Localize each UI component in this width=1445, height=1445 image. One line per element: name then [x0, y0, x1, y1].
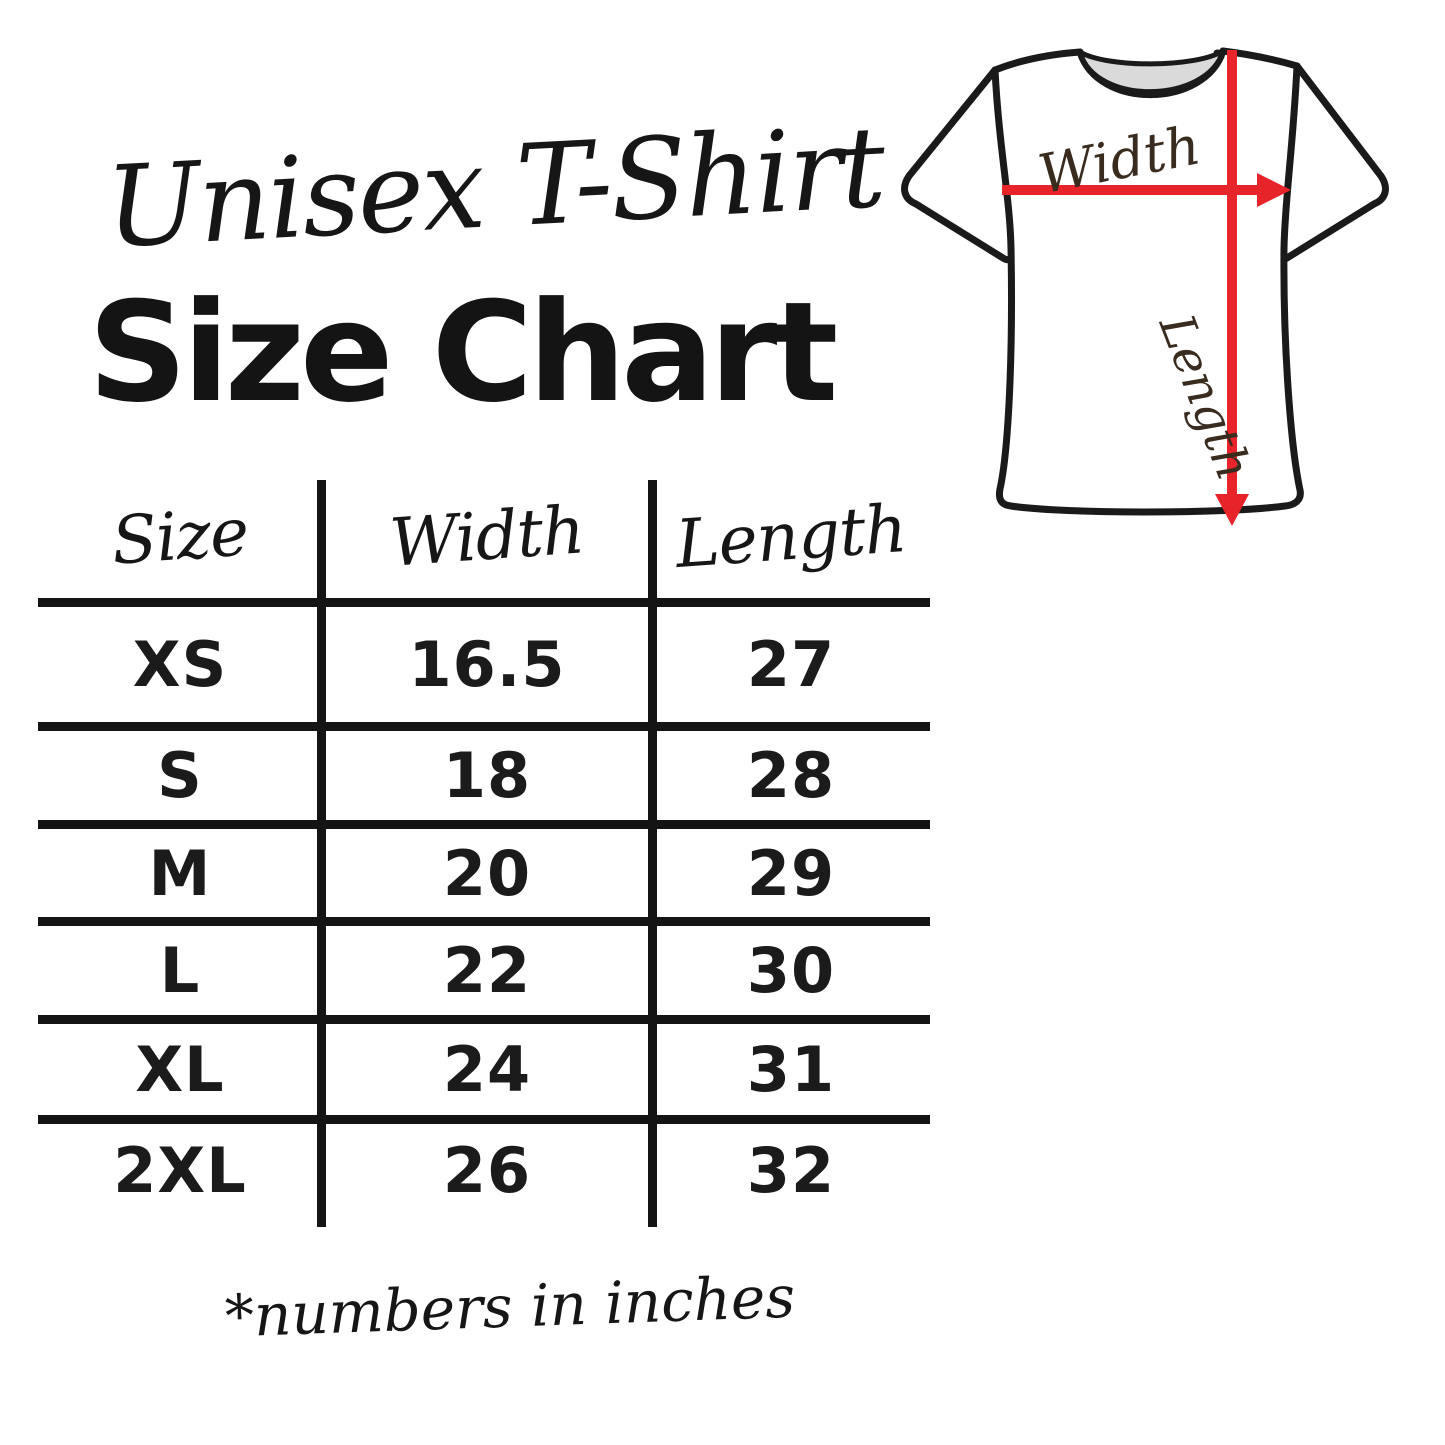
- length-value: 32: [746, 1133, 836, 1207]
- table-header-row: Size Width Length: [38, 480, 930, 598]
- length-value: 30: [746, 934, 836, 1007]
- size-value: XS: [132, 628, 228, 701]
- column-header-width: Width: [387, 490, 587, 582]
- column-divider: [317, 480, 326, 1227]
- size-table: Size Width Length XS 16.5 27 S 18 28 M 2…: [38, 480, 930, 1227]
- length-value: 28: [746, 739, 836, 812]
- table-row: S 18 28: [38, 722, 930, 820]
- width-value: 20: [442, 836, 532, 910]
- column-header-length: Length: [673, 489, 909, 583]
- size-value: L: [159, 934, 201, 1007]
- width-value: 16.5: [408, 628, 566, 701]
- table-row: L 22 30: [38, 917, 930, 1015]
- length-value: 29: [746, 836, 836, 910]
- table-row: M 20 29: [38, 820, 930, 917]
- width-value: 24: [442, 1033, 532, 1106]
- length-value: 27: [746, 628, 836, 701]
- width-value: 22: [442, 934, 532, 1007]
- tshirt-diagram: Width Length: [901, 47, 1389, 526]
- table-row: 2XL 26 32: [38, 1115, 930, 1227]
- table-row: XS 16.5 27: [38, 598, 930, 722]
- size-value: M: [148, 836, 212, 910]
- page-title: Size Chart: [88, 272, 838, 433]
- collar: [1077, 48, 1226, 95]
- footnote: *numbers in inches: [223, 1262, 797, 1351]
- size-value: S: [157, 739, 203, 812]
- width-value: 18: [442, 739, 532, 812]
- table-row: XL 24 31: [38, 1015, 930, 1115]
- size-value: XL: [135, 1033, 225, 1106]
- shirt-body: [991, 47, 1304, 516]
- length-arrow-icon: [1215, 50, 1249, 526]
- length-value: 31: [746, 1033, 836, 1106]
- width-value: 26: [442, 1133, 532, 1207]
- column-header-size: Size: [109, 492, 251, 580]
- column-divider: [648, 480, 657, 1227]
- size-value: 2XL: [113, 1133, 247, 1207]
- width-arrow-icon: [1002, 173, 1291, 207]
